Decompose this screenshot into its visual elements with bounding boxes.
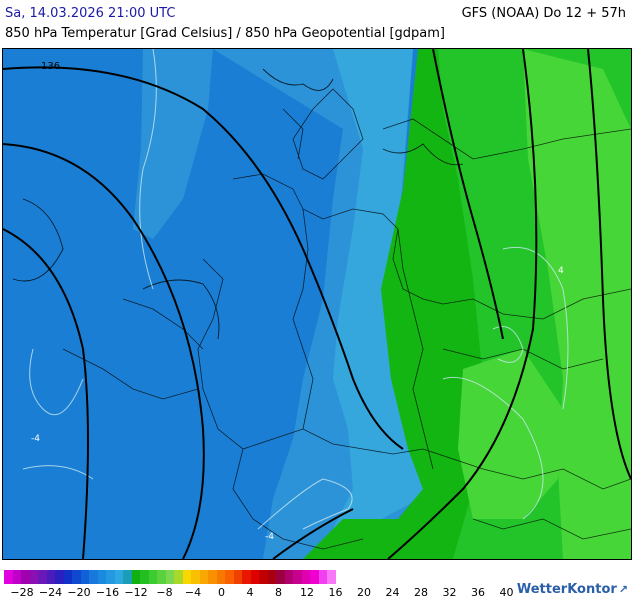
colorbar-swatch [12,570,21,584]
colorbar-tick-label: −16 [95,586,120,599]
colorbar-swatch [293,570,302,584]
colorbar-tick-label: −24 [38,586,63,599]
colorbar-swatch [140,570,149,584]
colorbar-swatch [225,570,234,584]
colorbar-swatch [208,570,217,584]
colorbar-swatch [259,570,268,584]
colorbar-swatch [310,570,319,584]
isotherm-label: 4 [558,266,564,276]
colorbar-tick-label: 12 [300,586,314,599]
colorbar-swatch [148,570,157,584]
valid-time: Sa, 14.03.2026 21:00 UTC [5,6,176,21]
geopotential-contours [2,48,632,560]
colorbar-swatch [55,570,64,584]
blue-tongue-west [133,49,213,239]
colorbar-tick-label: 36 [471,586,485,599]
colorbar-swatch [89,570,98,584]
colorbar-swatch [106,570,115,584]
colorbar-tick-label: 4 [246,586,254,599]
colorbar-tick-label: 28 [414,586,428,599]
colorbar-swatch [216,570,225,584]
colorbar-tick-label: 24 [385,586,400,599]
colorbar-swatch [301,570,310,584]
colorbar-swatch [276,570,285,584]
colorbar-swatch [165,570,174,584]
colorbar-swatch [191,570,200,584]
colorbar-tick-label: 0 [218,586,225,599]
colorbar-swatch [131,570,140,584]
green-light-region [523,49,631,559]
kontor-logo-icon: ↗ [618,583,628,596]
colorbar-swatch [242,570,251,584]
colorbar-tick-label: −12 [124,586,148,599]
colorbar-swatch [38,570,47,584]
colorbar-tick-label: 40 [499,586,514,599]
country-borders [62,88,632,550]
brand-name: WetterKontor [516,582,617,597]
colorbar-swatch [114,570,123,584]
colorbar-swatch [46,570,55,584]
colorbar-tick-label: 32 [442,586,457,599]
colorbar-ticks: −28 −24 −20 −16 −12 −8 −4 0 4 8 12 16 20 24 28 32 36 40 [0,586,520,600]
colorbar-swatch [174,570,183,584]
weather-map: 136 -4 -4 4 [2,48,632,560]
colorbar-swatch [123,570,132,584]
geopotential-label: 136 [41,61,60,72]
colorbar-swatch [182,570,191,584]
temperature-colorbar [4,570,336,584]
colorbar-swatch [21,570,30,584]
isotherm-label: -4 [31,434,40,444]
map-canvas: 136 -4 -4 4 [2,48,632,560]
model-run: GFS (NOAA) Do 12 + 57h [461,6,626,21]
coastlines [12,68,464,340]
colorbar-swatch [29,570,38,584]
colorbar-swatch [318,570,327,584]
colorbar-swatch [97,570,106,584]
colorbar-tick-label: −28 [10,586,34,599]
colorbar-swatch [157,570,166,584]
green-light-patch [458,349,563,519]
colorbar-swatch [72,570,81,584]
colorbar-swatch [267,570,276,584]
colorbar-swatch [4,570,13,584]
colorbar-tick-label: −4 [184,586,202,599]
colorbar-swatch [250,570,259,584]
colorbar-swatch [199,570,208,584]
colorbar-swatch [80,570,89,584]
map-subtitle: 850 hPa Temperatur [Grad Celsius] / 850 … [5,26,446,41]
colorbar-swatch [284,570,293,584]
isotherm-label: -4 [265,532,274,542]
colorbar-tick-label: 16 [328,586,343,599]
colorbar-tick-label: −20 [67,586,91,599]
colorbar-tick-label: −8 [156,586,173,599]
colorbar-swatch [233,570,242,584]
colorbar-tick-label: 8 [275,586,282,599]
colorbar-swatch [63,570,72,584]
colorbar-swatch [327,570,336,584]
colorbar-tick-label: 20 [357,586,371,599]
brand-logo: WetterKontor ↗ [517,582,628,597]
